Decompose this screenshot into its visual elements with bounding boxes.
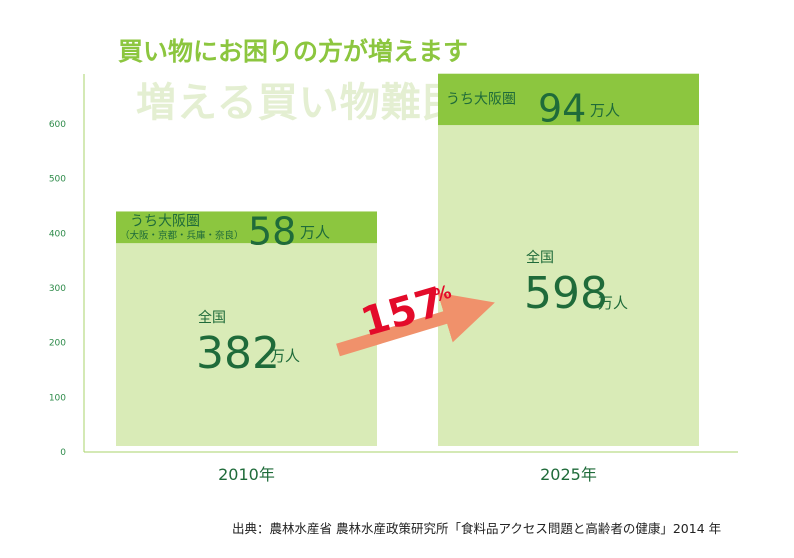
chart-title: 買い物にお困りの方が増えます <box>118 37 469 66</box>
osaka-unit: 万人 <box>590 102 620 120</box>
osaka-sub-label: （大阪・京都・兵庫・奈良） <box>120 229 244 241</box>
osaka-label: うち大阪圏 <box>446 92 516 108</box>
y-tick-label: 100 <box>49 393 66 403</box>
bar-osaka <box>438 73 699 126</box>
y-tick-label: 600 <box>49 120 66 130</box>
y-tick-label: 0 <box>60 448 66 458</box>
bar-total <box>116 243 377 446</box>
y-tick-label: 200 <box>49 339 66 349</box>
axes: 0 100 200 300 400 500 600 <box>49 74 738 458</box>
total-unit: 万人 <box>270 347 300 365</box>
x-tick-label: 2025年 <box>540 465 597 484</box>
bar-total <box>438 125 699 447</box>
y-tick-label: 400 <box>49 229 66 239</box>
bars <box>116 73 699 447</box>
x-tick-label: 2010年 <box>218 465 275 484</box>
total-label: 全国 <box>198 309 226 326</box>
osaka-label: うち大阪圏 <box>130 213 200 229</box>
y-tick-label: 500 <box>49 175 66 185</box>
osaka-value: 94 <box>538 87 586 131</box>
osaka-unit: 万人 <box>300 223 330 241</box>
growth-unit: % <box>431 282 454 307</box>
total-value: 382 <box>196 328 280 379</box>
bar-osaka <box>116 211 377 244</box>
total-label: 全国 <box>526 249 554 266</box>
osaka-value: 58 <box>248 209 296 253</box>
source-note: 出典：農林水産省 農林水産政策研究所「食料品アクセス問題と高齢者の健康」2014… <box>232 521 722 536</box>
growth-arrow <box>336 292 495 357</box>
total-value: 598 <box>524 268 608 319</box>
total-unit: 万人 <box>598 294 628 312</box>
chart-subtitle: 増える買い物難民 <box>136 80 463 126</box>
y-tick-label: 300 <box>49 284 66 294</box>
